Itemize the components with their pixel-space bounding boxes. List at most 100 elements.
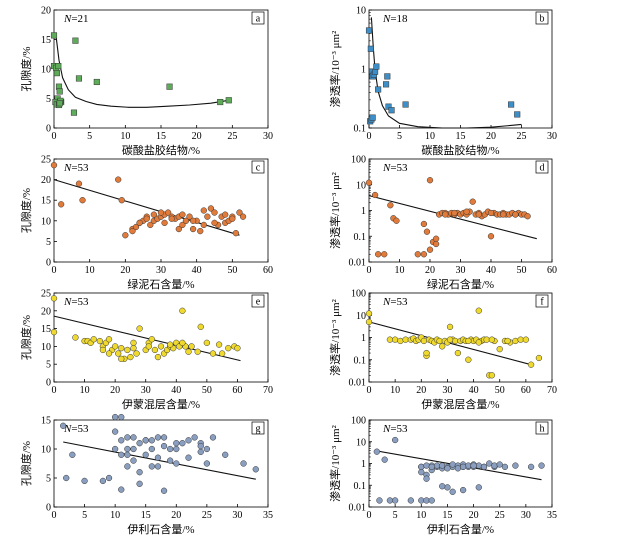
data-point: [508, 101, 515, 108]
data-point: [129, 227, 136, 235]
y-tick-label: 0: [46, 124, 51, 135]
data-point: [383, 81, 390, 88]
data-point: [459, 486, 467, 494]
x-tick-label: 60: [232, 385, 242, 396]
data-point: [381, 251, 388, 258]
data-point: [124, 463, 131, 470]
x-tick-label: 40: [192, 265, 202, 276]
x-tick-label: 25: [517, 131, 527, 142]
y-tick-label: 20: [41, 175, 51, 186]
y-axis-label: 孔隙度/%: [19, 46, 33, 91]
data-point: [504, 337, 511, 345]
y-tick-label: 10: [356, 180, 366, 191]
data-point: [475, 307, 482, 314]
y-tick-label: 5: [46, 360, 51, 371]
x-tick-label: 0: [52, 510, 57, 521]
data-point: [517, 336, 524, 343]
data-point: [236, 209, 243, 216]
data-point: [161, 219, 168, 227]
data-point: [130, 445, 137, 453]
panel-label-box: [251, 294, 265, 308]
data-point: [173, 445, 180, 453]
y-tick-label: 1: [361, 65, 366, 76]
data-point: [491, 462, 498, 469]
sample-count-annotation: N=21: [63, 13, 89, 25]
data-point: [136, 219, 143, 227]
data-point: [527, 361, 535, 368]
data-point: [173, 440, 180, 447]
x-tick-label: 15: [156, 131, 166, 142]
y-tick-label: 1: [361, 206, 366, 217]
data-point: [179, 221, 186, 229]
data-point: [538, 462, 545, 469]
data-point: [130, 457, 137, 464]
data-point: [232, 230, 240, 237]
data-point: [166, 83, 173, 90]
data-point: [407, 497, 414, 504]
data-point: [111, 343, 119, 350]
data-point: [487, 233, 495, 240]
data-point: [428, 463, 435, 471]
y-tick-label: 1: [361, 333, 366, 344]
y-tick-label: 15: [41, 324, 51, 335]
x-axis-label: 碳酸盐胶结物/%: [122, 143, 200, 157]
data-point: [512, 337, 519, 345]
y-tick-label: 0.01: [349, 258, 367, 269]
x-tick-label: 25: [495, 510, 505, 521]
panel-f: 0 10 20 30 40 50 60 70 0.01 0.1 1 10 100 N=53 f 伊蒙混层含量/…: [328, 289, 557, 412]
data-point: [50, 329, 58, 336]
x-tick-label: 30: [141, 385, 151, 396]
x-tick-label: 70: [547, 385, 557, 396]
data-point: [229, 215, 236, 222]
data-point: [423, 462, 430, 469]
panel-label-box: [251, 160, 265, 174]
plot-frame: [53, 419, 269, 508]
data-point: [132, 223, 140, 231]
x-tick-label: 10: [425, 131, 435, 142]
data-point: [122, 232, 129, 239]
plot-frame: [368, 158, 553, 263]
data-point: [423, 475, 430, 482]
data-point: [426, 246, 434, 253]
panel-label: c: [256, 163, 261, 174]
panel-h: 0 5 10 15 20 25 30 35 0.01 0.1 1 10 100 N=53 h 伊利石含量/% 渗…: [328, 416, 557, 537]
panel-label: b: [540, 14, 545, 25]
data-point: [418, 463, 425, 471]
panel-d: 0 10 20 30 40 50 60 0.01 0.1 1 10 100 N=53 d 绿泥石含量/% 渗透…: [328, 155, 557, 292]
data-point: [475, 462, 482, 469]
y-axis-label: 孔隙度/%: [19, 315, 33, 360]
x-tick-label: 0: [52, 131, 57, 142]
data-point: [465, 337, 472, 345]
data-point: [63, 474, 70, 482]
trend-line: [53, 179, 240, 236]
data-point: [150, 211, 158, 218]
data-point: [50, 162, 58, 169]
data-point: [418, 497, 425, 504]
data-point: [512, 211, 519, 218]
data-point: [136, 469, 143, 476]
y-axis-label: 渗透率/10⁻³ μm²: [328, 171, 342, 248]
y-tick-label: 0.1: [354, 481, 367, 492]
data-point: [185, 348, 192, 355]
x-tick-label: 0: [52, 385, 57, 396]
x-tick-label: 0: [367, 385, 372, 396]
data-point: [118, 486, 125, 493]
y-tick-label: 5: [46, 94, 51, 105]
x-tick-label: 30: [442, 385, 452, 396]
data-point: [93, 78, 100, 86]
data-point: [197, 227, 204, 235]
x-tick-label: 15: [141, 510, 151, 521]
data-point: [186, 213, 193, 220]
x-tick-label: 5: [397, 131, 402, 142]
data-point: [69, 451, 76, 458]
data-point: [432, 235, 440, 242]
data-point: [454, 349, 462, 357]
x-axis-label: 伊利石含量/%: [427, 522, 494, 536]
data-point: [470, 462, 477, 469]
y-tick-label: 100: [351, 289, 366, 300]
x-tick-label: 5: [82, 510, 87, 521]
data-point: [53, 70, 60, 77]
data-point: [204, 213, 211, 220]
data-point: [439, 462, 446, 469]
data-point: [469, 198, 476, 205]
